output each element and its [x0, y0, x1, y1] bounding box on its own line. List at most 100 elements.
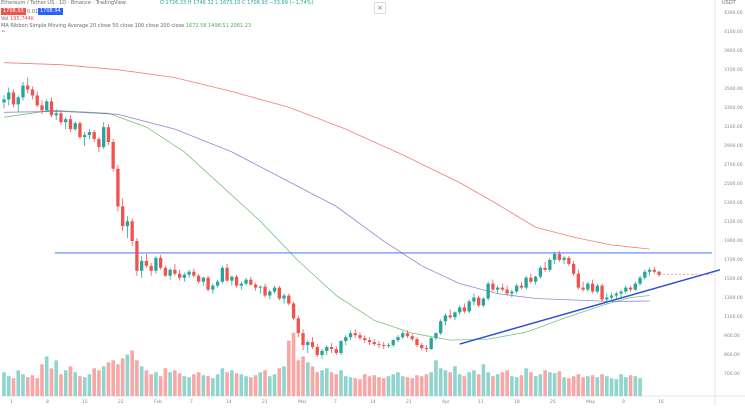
- volume-bar: [154, 372, 158, 396]
- x-tick-label: 11: [478, 399, 484, 405]
- volume-bar: [605, 376, 609, 396]
- volume-bar: [144, 370, 149, 396]
- volume-bar: [595, 377, 600, 396]
- volume-label: Vol: [1, 16, 9, 22]
- sell-price-badge[interactable]: 1708.93: [1, 8, 26, 15]
- volume-bar: [400, 376, 405, 396]
- candle-body: [215, 281, 220, 286]
- candle-body: [83, 135, 87, 138]
- candle-body: [605, 297, 609, 300]
- volume-bar: [272, 374, 277, 396]
- volume-bar: [182, 376, 187, 396]
- candle-body: [225, 267, 229, 281]
- volume-bar: [282, 366, 286, 396]
- x-tick-label: Apr: [442, 399, 450, 405]
- candle-body: [16, 97, 20, 105]
- y-tick-label: 3300.00: [724, 105, 743, 111]
- close-icon[interactable]: ×: [374, 2, 386, 14]
- volume-bar: [301, 356, 305, 396]
- platform-label: TradingView: [95, 0, 126, 6]
- volume-bar: [424, 374, 429, 396]
- candle-body: [486, 283, 490, 299]
- candle-body: [495, 287, 500, 290]
- candle-body: [45, 101, 49, 111]
- volume-bar: [116, 364, 120, 396]
- candle-body: [163, 267, 168, 276]
- ohlc-readout: O 1726.33 H 1746.32 L 1675.10 C 1708.93 …: [160, 0, 314, 6]
- x-tick-label: 1: [10, 399, 13, 405]
- x-tick-label: 16: [658, 399, 664, 405]
- candle-body: [253, 284, 258, 288]
- volume-bar: [82, 377, 87, 396]
- candle-body: [249, 279, 253, 285]
- candle-body: [35, 95, 39, 106]
- candle-body: [467, 301, 471, 312]
- candle-body: [135, 241, 139, 271]
- x-tick-label: 18: [514, 399, 520, 405]
- candle-body: [367, 340, 372, 343]
- ma-ribbon-legend[interactable]: MA Ribbon Simple Moving Average 20 close…: [1, 23, 251, 29]
- y-tick-label: 1700.00: [724, 257, 743, 263]
- candle-body: [657, 271, 661, 275]
- candle-body: [168, 269, 172, 276]
- collapse-icon[interactable]: ^: [1, 30, 7, 37]
- volume-bar: [481, 364, 486, 396]
- candle-body: [415, 339, 419, 346]
- candle-body: [462, 307, 467, 312]
- volume-bar: [391, 374, 396, 396]
- candle-body: [158, 257, 163, 268]
- x-tick-label: 14: [370, 399, 376, 405]
- volume-bar: [234, 373, 239, 396]
- candle-body: [139, 260, 144, 271]
- y-tick-label: 1100.00: [724, 314, 743, 320]
- volume-bar: [448, 372, 452, 396]
- volume-bar: [543, 370, 547, 396]
- volume-bar: [2, 372, 6, 396]
- x-tick-label: May: [586, 399, 596, 405]
- volume-bar: [30, 375, 35, 396]
- buy-price-badge[interactable]: 1708.94: [38, 8, 63, 15]
- candle-body: [548, 259, 552, 270]
- currency-label: USDT: [722, 0, 736, 6]
- volume-bar: [225, 372, 229, 396]
- symbol-title[interactable]: Ethereum / Tether US · 1D · Binance · Tr…: [1, 0, 126, 6]
- candle-body: [154, 257, 158, 271]
- volume-bar: [638, 378, 642, 396]
- candle-body: [458, 307, 462, 313]
- moving-average-line: [3, 109, 650, 341]
- candle-body: [619, 291, 623, 294]
- candle-body: [624, 287, 628, 292]
- candle-body: [647, 269, 652, 272]
- volume-bar: [111, 360, 115, 396]
- candle-body: [21, 85, 25, 98]
- volume-bar: [429, 372, 434, 396]
- y-tick-label: 3700.00: [724, 67, 743, 73]
- x-tick-label: 7: [334, 399, 337, 405]
- volume-bar: [619, 374, 623, 396]
- candle-body: [401, 333, 405, 338]
- y-tick-label: 4300.00: [724, 10, 743, 16]
- y-tick-label: 1900.00: [724, 238, 743, 244]
- volume-bar: [562, 377, 566, 396]
- volume-bar: [187, 377, 191, 396]
- y-tick-label: 2900.00: [724, 143, 743, 149]
- candle-body: [453, 312, 457, 318]
- candle-body: [586, 283, 590, 290]
- volume-bar: [163, 368, 168, 396]
- volume-bar: [320, 370, 324, 396]
- volume-bar: [78, 376, 82, 396]
- volume-bar: [453, 366, 457, 396]
- candle-body: [296, 318, 300, 334]
- volume-bar: [443, 370, 448, 396]
- volume-bar: [510, 376, 514, 396]
- candle-body: [106, 127, 111, 142]
- volume-bar: [633, 376, 638, 396]
- candle-body: [68, 119, 73, 130]
- candle-body: [73, 123, 77, 130]
- y-tick-label: 900.00: [724, 333, 740, 339]
- volume-bar: [434, 360, 438, 396]
- candle-body: [40, 105, 44, 111]
- volume-bar: [315, 372, 320, 396]
